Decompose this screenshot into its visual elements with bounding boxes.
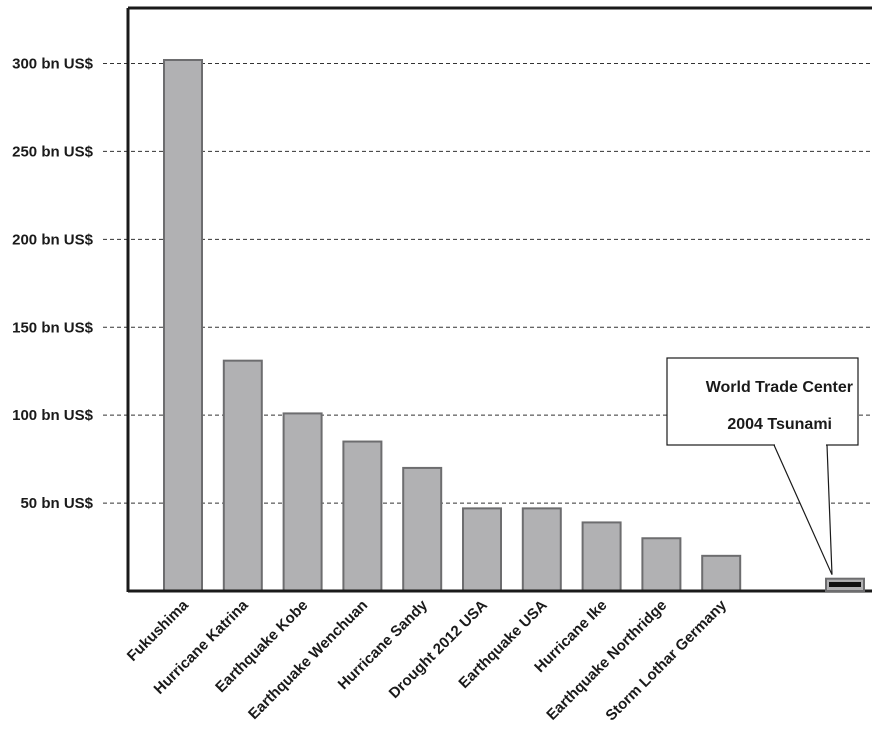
bar-hurricane-sandy (402, 466, 443, 593)
callout-label-2004-tsunami: 2004 Tsunami (727, 416, 832, 433)
bar-fukushima (163, 58, 203, 592)
category-label-earthquake-northridge: Earthquake Northridge (543, 597, 670, 724)
callout: World Trade Center 2004 Tsunami (666, 357, 865, 592)
bar-earthquake-usa (521, 507, 562, 592)
callout-label-world-trade-center: World Trade Center (706, 379, 853, 396)
callout-pointer (773, 444, 833, 575)
bar-hurricane-katrina (222, 359, 263, 592)
category-label-storm-lothar-germany: Storm Lothar Germany (602, 596, 730, 724)
axes (126, 6, 872, 593)
y-tick-label-250: 250 bn US$ (12, 143, 94, 160)
bar-storm-lothar-germany (701, 554, 742, 592)
bar-earthquake-wenchuan (342, 440, 383, 592)
y-tick-label-200: 200 bn US$ (12, 231, 94, 248)
y-tick-labels: 50 bn US$ 100 bn US$ 150 bn US$ 200 bn US$ 2… (12, 56, 94, 513)
callout-box (666, 357, 859, 446)
y-tick-label-150: 150 bn US$ (12, 319, 94, 336)
bar-earthquake-northridge (641, 537, 682, 592)
y-tick-label-50: 50 bn US$ (20, 495, 93, 512)
bar-2004-tsunami (829, 581, 861, 587)
bars (163, 58, 742, 593)
y-tick-label-300: 300 bn US$ (12, 56, 94, 73)
y-tick-label-100: 100 bn US$ (12, 407, 94, 424)
bar-earthquake-kobe (282, 412, 323, 593)
category-label-drought-2012-usa: Drought 2012 USA (386, 597, 491, 702)
bar-drought-2012-usa (462, 507, 502, 592)
category-label-earthquake-wenchuan: Earthquake Wenchuan (245, 597, 371, 723)
bar-hurricane-ike (581, 521, 622, 592)
